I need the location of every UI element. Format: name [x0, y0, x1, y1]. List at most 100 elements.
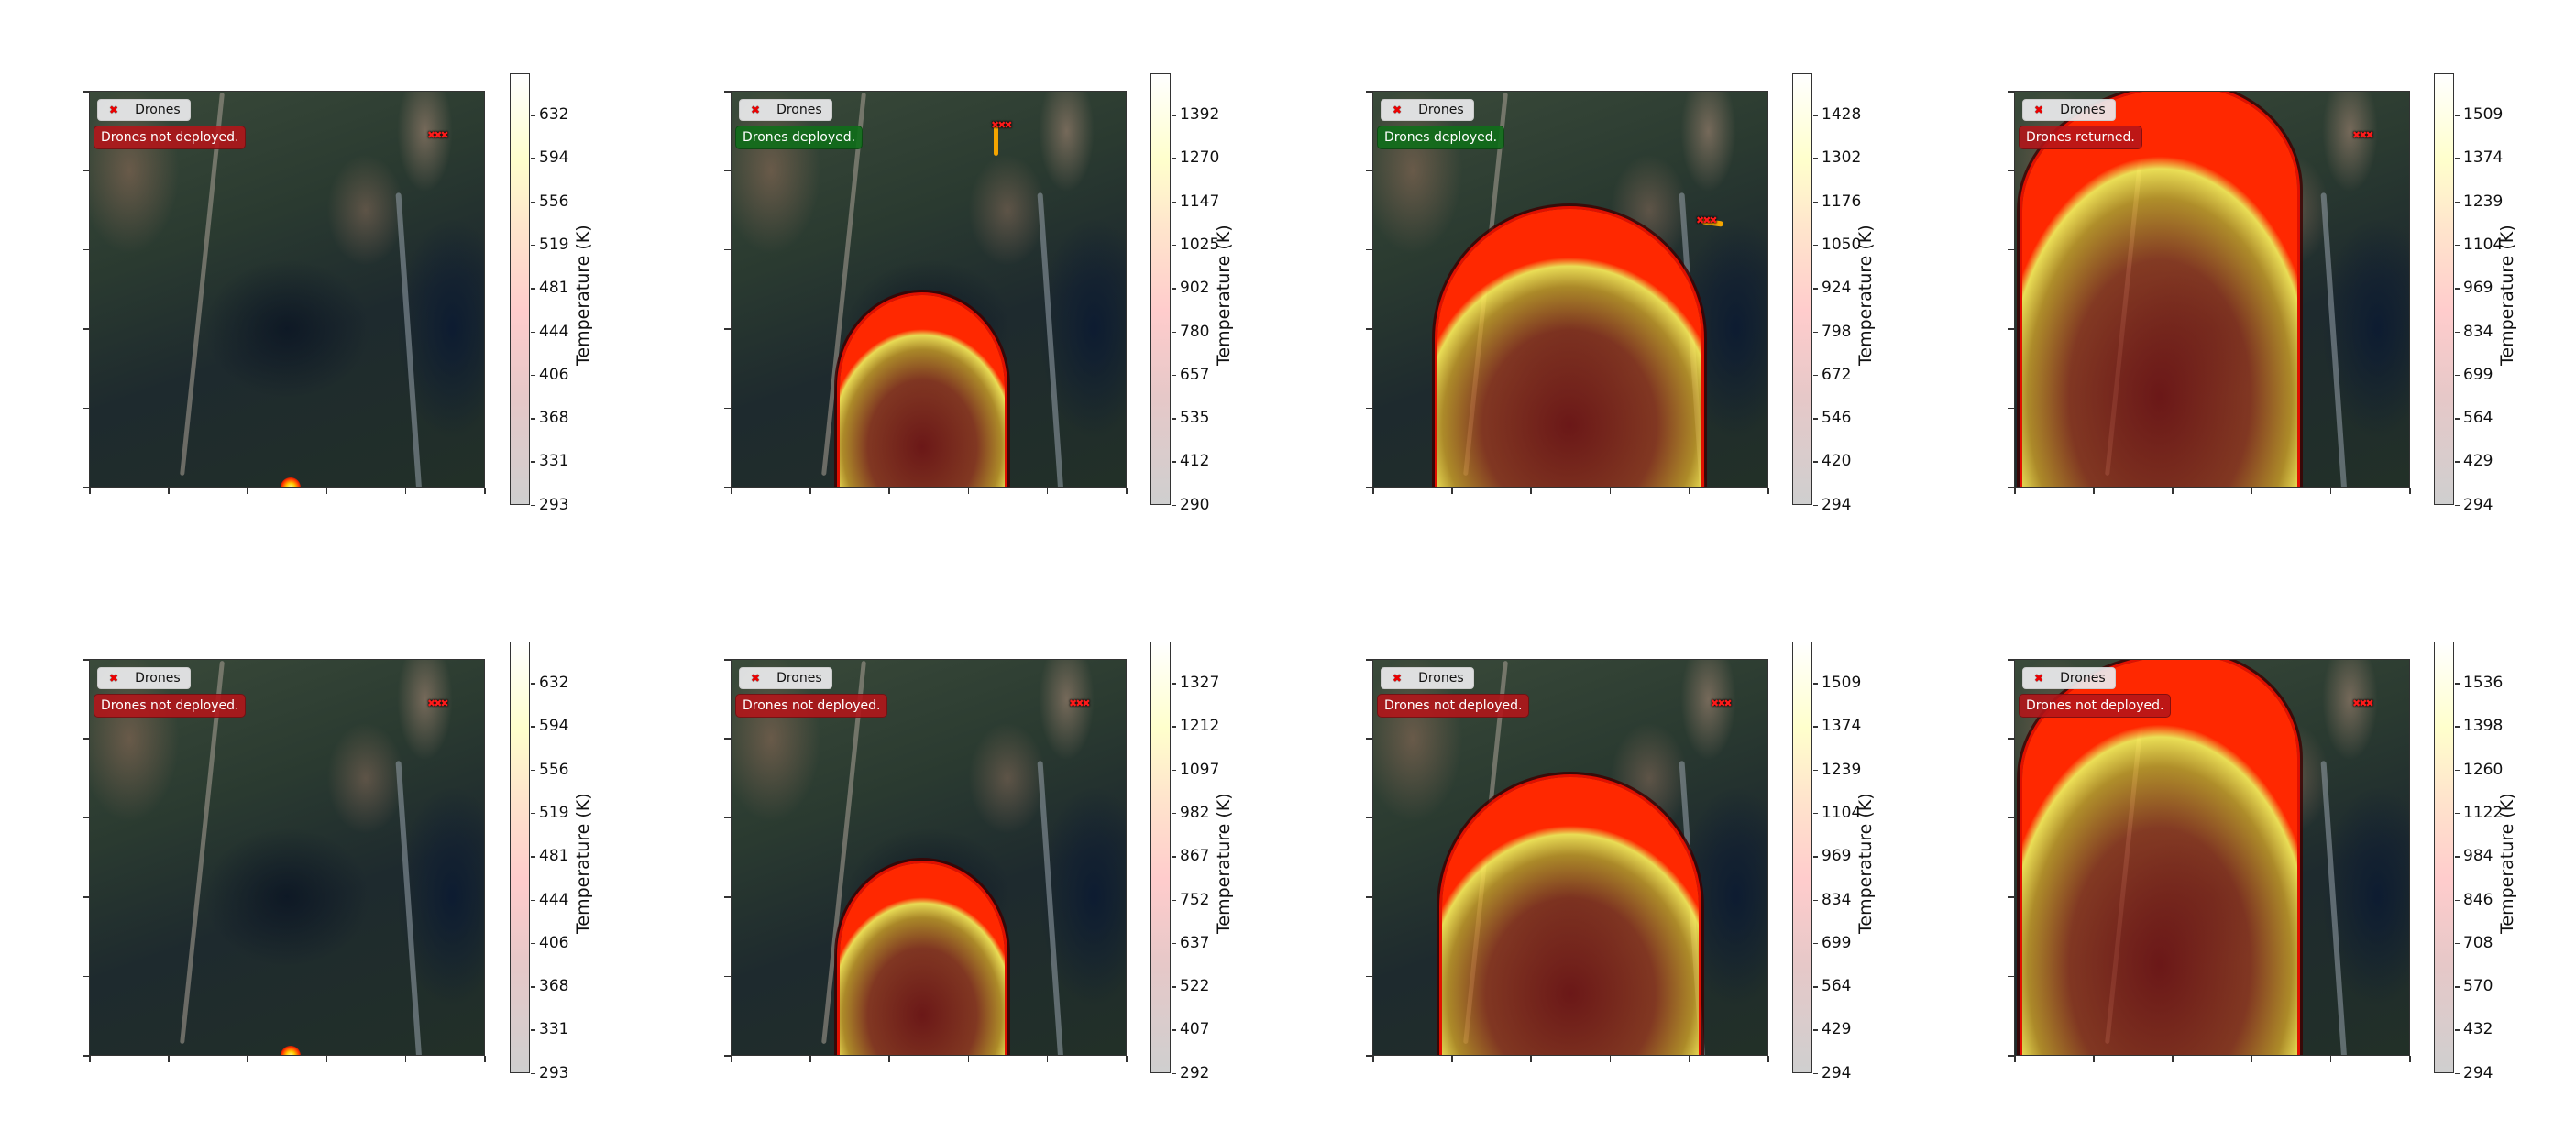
satellite-map-axes: ✖✖✖ ✖ Drones Drones deployed. [1372, 91, 1768, 488]
status-badge: Drones not deployed. [735, 694, 888, 718]
satellite-map-axes: ✖✖✖ ✖ Drones Drones not deployed. [89, 91, 485, 488]
colorbar-tick [1172, 1072, 1176, 1075]
colorbar-tick [1813, 374, 1818, 377]
x-tick [404, 488, 407, 494]
colorbar-tick-label: 1374 [2463, 148, 2504, 168]
y-tick [1366, 487, 1372, 488]
colorbar-tick-label: 368 [539, 977, 569, 996]
colorbar-tick [2455, 244, 2460, 247]
road [180, 92, 225, 477]
colorbar-title: Temperature (K) [573, 793, 593, 934]
fire-front [2022, 660, 2297, 1055]
colorbar-tick-label: 294 [1822, 1063, 1852, 1082]
y-tick [724, 738, 731, 740]
colorbar-tick-label: 632 [539, 105, 569, 124]
drone-markers: ✖✖✖ [2352, 129, 2374, 141]
y-tick [724, 91, 731, 93]
colorbar-title: Temperature (K) [2497, 793, 2517, 934]
y-tick [83, 248, 89, 251]
river [2320, 192, 2348, 487]
x-tick [325, 488, 328, 494]
colorbar-tick-label: 546 [1822, 409, 1852, 428]
colorbar-tick [531, 856, 535, 858]
drone-markers: ✖✖✖ [2352, 697, 2374, 709]
colorbar-tick-label: 699 [1822, 933, 1852, 952]
x-tick [2251, 1056, 2253, 1062]
colorbar-tick [2455, 374, 2460, 377]
colorbar-tick-label: 556 [539, 192, 569, 211]
x-tick [2093, 488, 2095, 494]
drone-legend-icon: ✖ [751, 104, 761, 116]
colorbar-tick-label: 1147 [1180, 192, 1220, 211]
y-tick [2008, 738, 2014, 740]
y-tick [83, 817, 89, 819]
colorbar-tick [1813, 726, 1818, 728]
fire-hotspot [281, 477, 301, 487]
legend: ✖ Drones [2022, 99, 2116, 121]
colorbar-tick [1172, 461, 1176, 463]
x-tick [731, 1056, 732, 1062]
colorbar-tick-label: 429 [2463, 452, 2493, 471]
x-tick [2172, 1056, 2174, 1062]
y-tick [724, 659, 731, 661]
colorbar-tick [1813, 1072, 1818, 1075]
colorbar-tick-label: 834 [2463, 322, 2493, 341]
colorbar-tick-label: 522 [1180, 977, 1210, 996]
colorbar-tick-label: 867 [1180, 847, 1210, 866]
y-tick [2008, 328, 2014, 330]
x-tick [731, 488, 732, 494]
colorbar-tick-label: 368 [539, 409, 569, 428]
colorbar-tick [1172, 244, 1176, 247]
legend-label: Drones [776, 103, 822, 117]
y-tick [2008, 817, 2014, 819]
x-tick [1688, 1056, 1690, 1062]
y-tick [2008, 248, 2014, 251]
temperature-colorbar: 1509 1374 1239 1104 969 834 699 564 429 294 Temper… [1792, 642, 1876, 1082]
colorbar-tick-label: 519 [539, 803, 569, 822]
colorbar-tick-label: 1239 [1822, 760, 1862, 779]
legend: ✖ Drones [1381, 99, 1474, 121]
x-tick [2014, 1056, 2016, 1062]
x-tick [967, 1056, 970, 1062]
colorbar-tick-label: 556 [539, 760, 569, 779]
colorbar-tick [531, 769, 535, 772]
colorbar-tick-label: 406 [539, 365, 569, 384]
legend-label: Drones [135, 103, 181, 117]
x-tick [809, 1056, 811, 1062]
colorbar-tick [2455, 504, 2460, 507]
drone-legend-icon: ✖ [2034, 104, 2044, 116]
x-tick [1372, 488, 1374, 494]
colorbar-tick [531, 899, 535, 901]
satellite-map-axes: ✖✖✖ ✖ Drones Drones not deployed. [1372, 659, 1768, 1056]
colorbar-tick [1172, 115, 1176, 116]
legend: ✖ Drones [1381, 667, 1474, 689]
x-tick [1530, 488, 1532, 494]
colorbar-tick [1172, 726, 1176, 728]
x-tick [1609, 1056, 1612, 1062]
y-tick [83, 659, 89, 661]
colorbar-tick-label: 752 [1180, 890, 1210, 909]
colorbar-tick-label: 708 [2463, 933, 2493, 952]
temperature-colorbar: 1392 1270 1147 1025 902 780 657 535 412 290 Temper… [1150, 73, 1234, 514]
fire-front [840, 863, 1005, 1055]
colorbar-tick [1172, 418, 1176, 420]
legend-label: Drones [135, 671, 181, 686]
colorbar-tick [1172, 986, 1176, 988]
legend: ✖ Drones [739, 667, 832, 689]
colorbar-tick-label: 1104 [2463, 235, 2504, 254]
y-tick [83, 975, 89, 978]
colorbar-tick-label: 834 [1822, 890, 1852, 909]
colorbar-tick [2455, 812, 2460, 815]
x-tick [89, 488, 91, 494]
temperature-colorbar: 632 594 556 519 481 444 406 368 331 293 Temperatur… [510, 642, 593, 1082]
colorbar-tick [531, 244, 535, 247]
y-tick [1366, 170, 1372, 171]
x-tick [888, 488, 890, 494]
temperature-colorbar: 1536 1398 1260 1122 984 846 708 570 432 294 Temper… [2434, 642, 2517, 1082]
y-tick [1366, 738, 1372, 740]
colorbar-tick-label: 1122 [2463, 803, 2504, 822]
colorbar-tick [1172, 504, 1176, 507]
y-tick [83, 407, 89, 410]
colorbar-tick [2455, 856, 2460, 858]
drone-markers: ✖✖✖ [1696, 214, 1718, 226]
